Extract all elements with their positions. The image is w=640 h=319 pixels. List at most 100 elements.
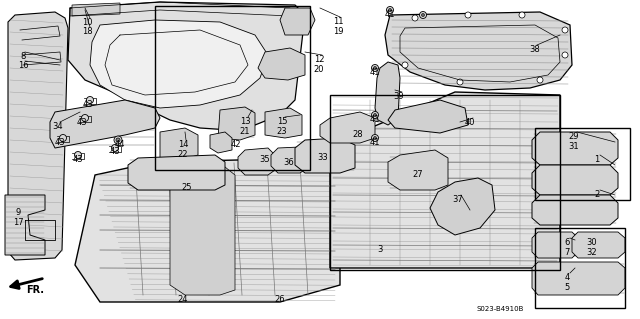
Text: 18: 18: [82, 27, 92, 36]
Text: 43: 43: [109, 147, 120, 156]
Text: 24: 24: [178, 295, 188, 304]
Polygon shape: [320, 112, 375, 143]
Circle shape: [374, 66, 376, 70]
Text: 41: 41: [385, 10, 396, 19]
Text: 44: 44: [115, 140, 125, 149]
Circle shape: [114, 136, 122, 144]
Text: 8: 8: [20, 52, 26, 61]
Text: 42: 42: [231, 140, 241, 149]
Polygon shape: [532, 262, 625, 295]
Polygon shape: [50, 100, 160, 148]
Text: 43: 43: [77, 118, 87, 127]
Text: S023-B4910B: S023-B4910B: [476, 306, 524, 312]
Text: 40: 40: [465, 118, 476, 127]
Circle shape: [371, 112, 378, 118]
Circle shape: [374, 114, 376, 116]
Text: 14: 14: [178, 140, 188, 149]
Circle shape: [562, 52, 568, 58]
Circle shape: [388, 9, 392, 11]
Polygon shape: [170, 163, 235, 295]
Text: 19: 19: [333, 27, 343, 36]
Circle shape: [465, 12, 471, 18]
Text: 29: 29: [569, 132, 579, 141]
Text: 1: 1: [595, 155, 600, 164]
Text: 43: 43: [54, 138, 65, 147]
Polygon shape: [160, 128, 198, 160]
Text: 34: 34: [52, 122, 63, 131]
Polygon shape: [532, 132, 618, 165]
Text: 12: 12: [314, 55, 324, 64]
Text: 5: 5: [564, 283, 570, 292]
Polygon shape: [218, 107, 255, 140]
Polygon shape: [90, 20, 268, 108]
Circle shape: [457, 79, 463, 85]
Bar: [330, 95, 560, 270]
Text: 36: 36: [284, 158, 294, 167]
Text: 17: 17: [13, 218, 23, 227]
Polygon shape: [572, 232, 625, 258]
Text: FR.: FR.: [26, 285, 44, 295]
Text: 23: 23: [276, 127, 287, 136]
Polygon shape: [238, 148, 275, 175]
Text: 41: 41: [370, 115, 380, 124]
Bar: [535, 228, 625, 308]
Circle shape: [419, 11, 426, 19]
Polygon shape: [532, 165, 618, 195]
Text: 6: 6: [564, 238, 570, 247]
Polygon shape: [271, 147, 307, 173]
Text: 9: 9: [15, 208, 20, 217]
Circle shape: [111, 145, 118, 152]
Text: 4: 4: [564, 273, 570, 282]
Text: 41: 41: [370, 68, 380, 77]
Text: 28: 28: [353, 130, 364, 139]
Text: 38: 38: [530, 45, 540, 54]
Text: 35: 35: [260, 155, 270, 164]
Text: 31: 31: [569, 142, 579, 151]
Text: 15: 15: [276, 117, 287, 126]
Polygon shape: [532, 232, 578, 258]
Polygon shape: [75, 158, 340, 302]
Circle shape: [412, 15, 418, 21]
Text: 32: 32: [587, 248, 597, 257]
Polygon shape: [68, 2, 305, 130]
Circle shape: [371, 64, 378, 71]
Polygon shape: [8, 12, 68, 260]
Polygon shape: [385, 12, 572, 90]
Polygon shape: [280, 8, 315, 35]
Polygon shape: [330, 92, 560, 268]
Text: 2: 2: [595, 190, 600, 199]
Circle shape: [374, 137, 376, 139]
Polygon shape: [375, 62, 400, 125]
Circle shape: [387, 6, 394, 13]
Text: 25: 25: [182, 183, 192, 192]
Circle shape: [537, 77, 543, 83]
Polygon shape: [388, 100, 468, 133]
Bar: [155, 6, 310, 170]
Text: 22: 22: [178, 150, 188, 159]
Circle shape: [371, 135, 378, 142]
Polygon shape: [388, 150, 448, 190]
Text: 33: 33: [317, 153, 328, 162]
Bar: [535, 128, 630, 200]
Circle shape: [422, 13, 424, 17]
Circle shape: [74, 152, 81, 159]
Polygon shape: [295, 138, 355, 173]
Text: 30: 30: [587, 238, 597, 247]
Text: 37: 37: [452, 195, 463, 204]
Text: 10: 10: [82, 18, 92, 27]
Text: 27: 27: [413, 170, 423, 179]
Polygon shape: [5, 195, 45, 255]
Circle shape: [562, 27, 568, 33]
Polygon shape: [265, 108, 302, 138]
Polygon shape: [258, 48, 305, 80]
Polygon shape: [210, 132, 232, 153]
Polygon shape: [72, 3, 120, 16]
Circle shape: [519, 12, 525, 18]
Text: 26: 26: [275, 295, 285, 304]
Circle shape: [402, 62, 408, 68]
Text: 16: 16: [18, 61, 28, 70]
Text: 43: 43: [83, 100, 93, 109]
Text: 39: 39: [394, 92, 404, 101]
Text: 43: 43: [73, 155, 83, 164]
Circle shape: [81, 115, 88, 122]
